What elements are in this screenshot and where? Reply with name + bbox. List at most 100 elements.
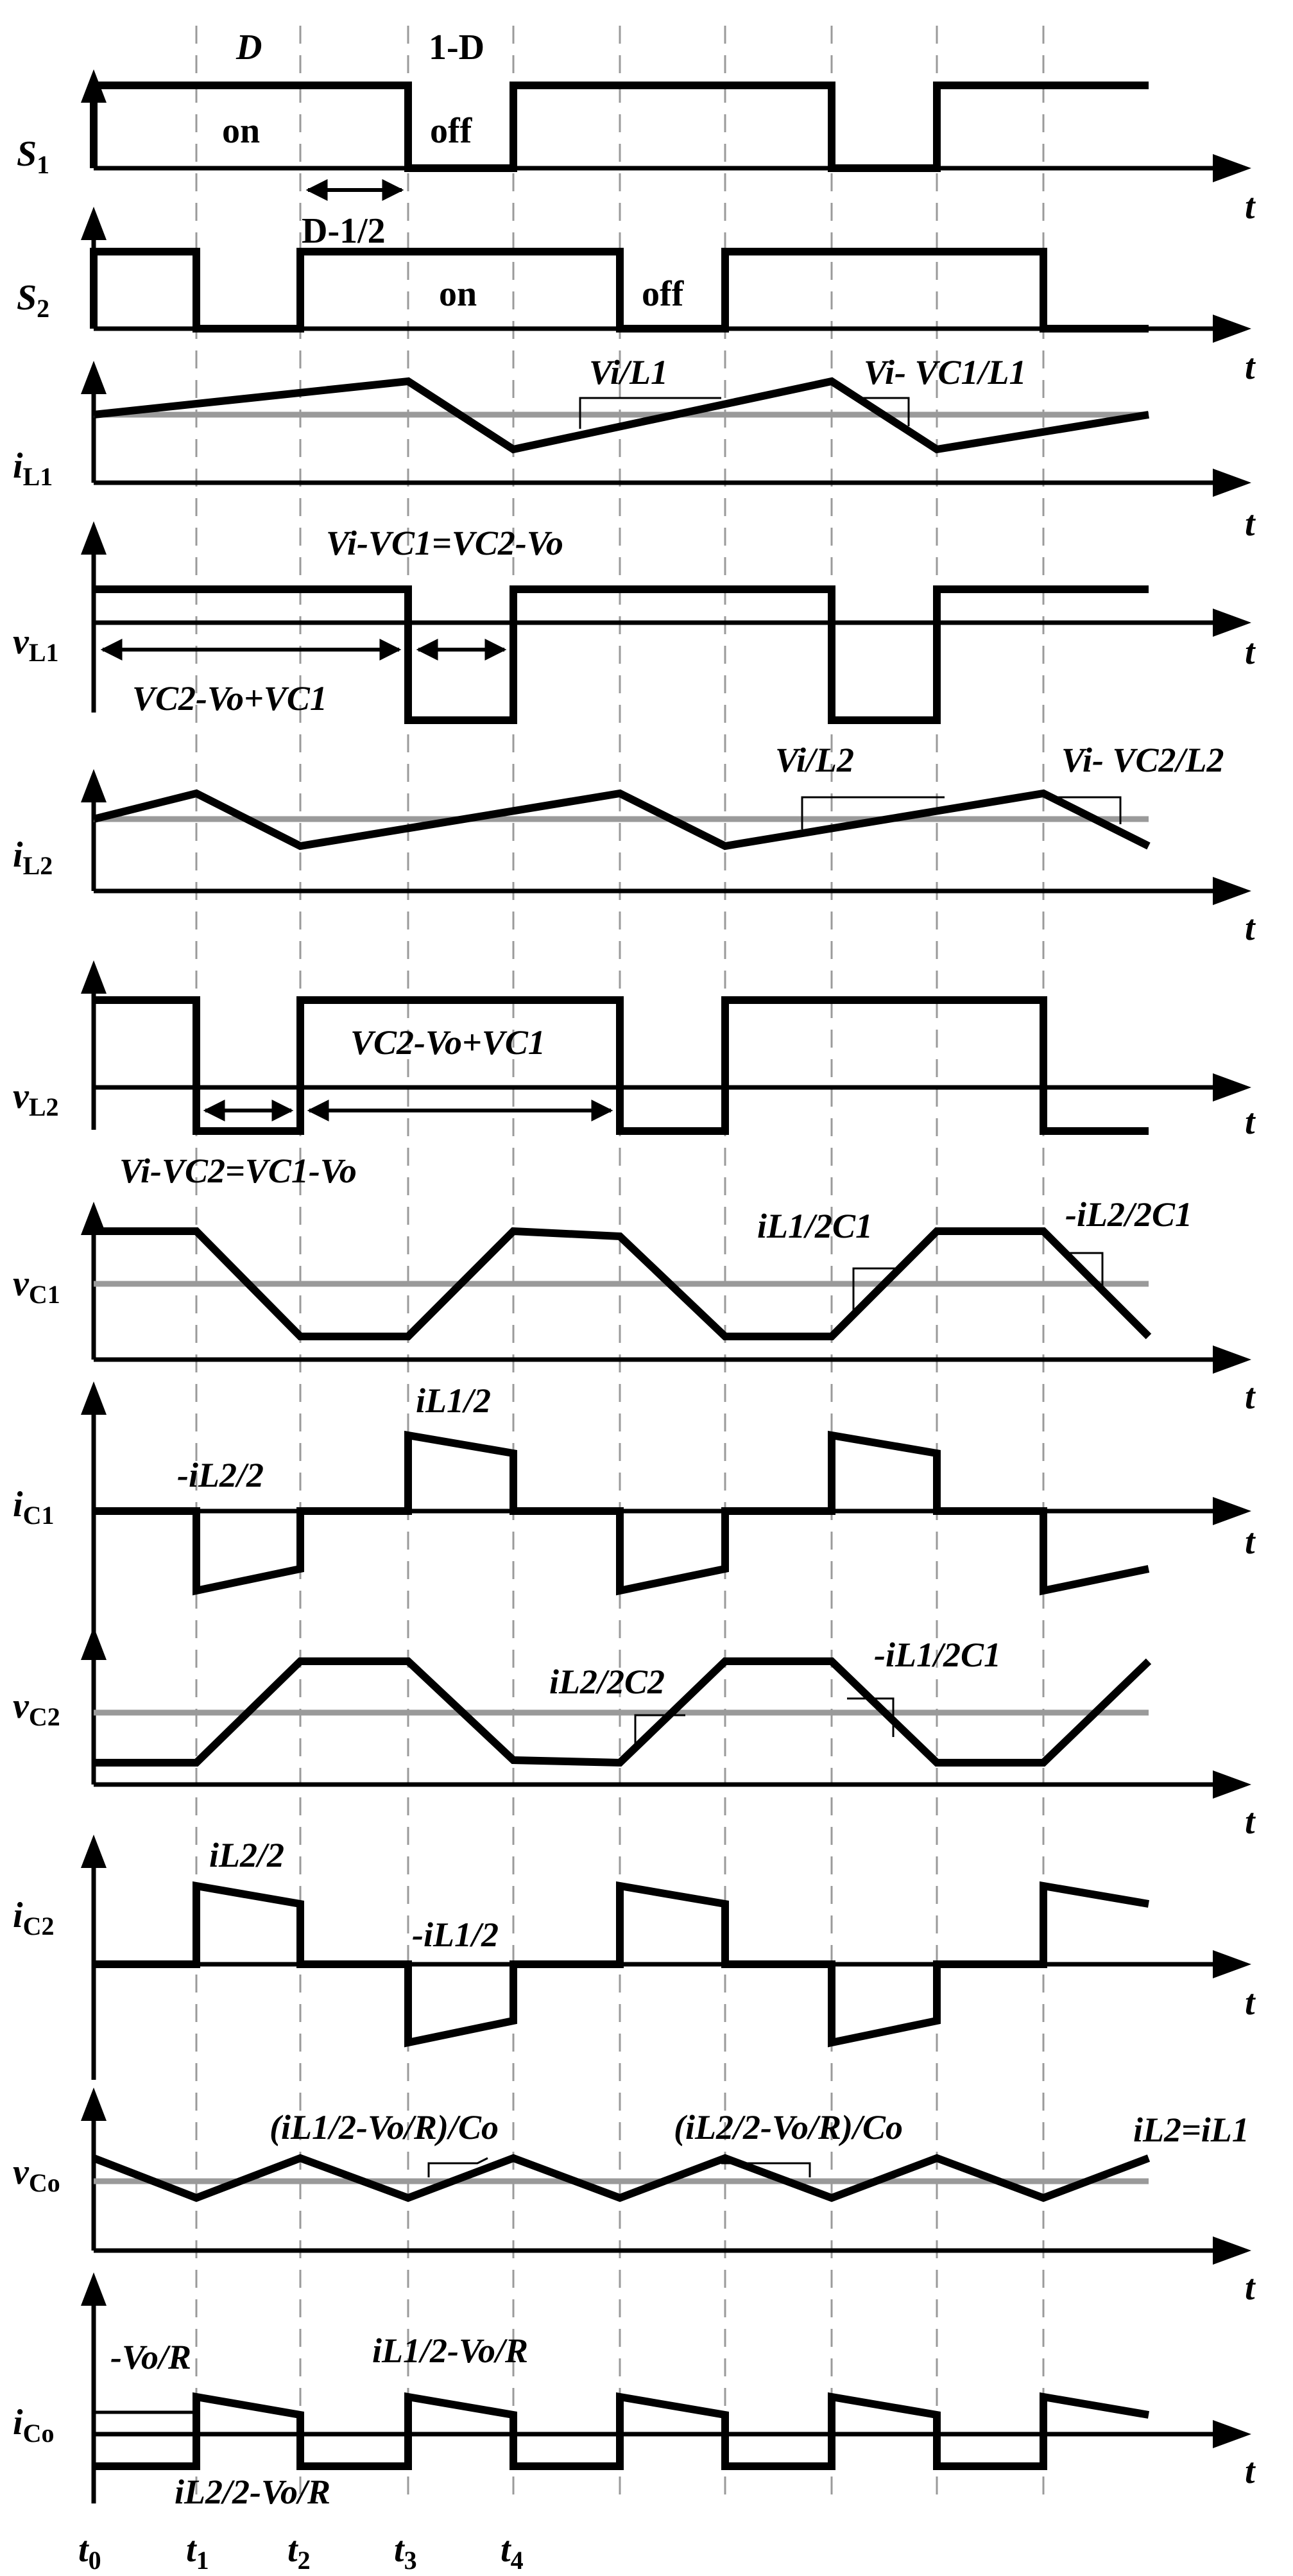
iC1-neg-label: -iL2/2 <box>177 1456 264 1494</box>
time-axis-labels: t0 t1 t2 t3 t4 <box>78 2530 524 2575</box>
panel-iC2: iC2 t iL2/2 -iL1/2 <box>13 1835 1256 2080</box>
vL2-label: vL2 <box>13 1076 59 1121</box>
panel-vCo: vCo t (iL1/2-Vo/R)/Co (iL2/2-Vo/R)/Co iL… <box>13 2088 1256 2308</box>
iL2-x-arrow <box>1213 877 1251 905</box>
s2-y-arrow <box>81 207 107 240</box>
iL1-label: iL1 <box>13 446 53 491</box>
vL1-low-label: Vi-VC1=VC2-Vo <box>326 524 563 562</box>
iL2-fall-slope-label: Vi- VC2/L2 <box>1061 741 1224 779</box>
vC2-rise-slope-marker <box>634 1714 685 1749</box>
vC2-fall-slope-label: -iL1/2C1 <box>874 1636 1001 1674</box>
vL2-waveform <box>94 996 1149 1135</box>
vC1-fall-slope-marker <box>1064 1252 1104 1286</box>
vC1-fall-slope-label: -iL2/2C1 <box>1065 1195 1192 1234</box>
iC1-waveform <box>94 1430 1150 1596</box>
iL2-rise-slope-marker <box>801 796 945 829</box>
time-label-t0: t0 <box>78 2530 101 2575</box>
vC2-rise-slope-label: iL2/2C2 <box>549 1663 665 1701</box>
iC1-x-arrow <box>1213 1497 1251 1525</box>
vL1-x-arrow <box>1213 609 1251 637</box>
iC2-t-label: t <box>1245 1983 1256 2023</box>
vC1-label: vC1 <box>13 1264 60 1309</box>
vC2-x-arrow <box>1213 1770 1251 1799</box>
vCo-slope1-label: (iL1/2-Vo/R)/Co <box>270 2108 499 2147</box>
vL2-y-arrow <box>81 960 107 994</box>
iCo-low-label: iL2/2-Vo/R <box>175 2473 330 2511</box>
vC2-waveform <box>94 1657 1152 1767</box>
panel-s1: S1 t D 1-D on off <box>17 28 1256 227</box>
vL2-x-arrow <box>1213 1073 1251 1102</box>
time-label-t3: t3 <box>394 2530 417 2575</box>
iL1-t-label: t <box>1245 504 1256 544</box>
vC1-rise-slope-label: iL1/2C1 <box>757 1207 873 1245</box>
vCo-t-label: t <box>1245 2268 1256 2308</box>
vC2-t-label: t <box>1245 1802 1256 1842</box>
panel-iC1: iC1 t iL1/2 -iL2/2 <box>13 1381 1256 1634</box>
iL2-fall-slope-marker <box>1050 796 1122 824</box>
vCo-waveform <box>92 2154 1151 2202</box>
s2-x-arrow <box>1213 315 1251 343</box>
iCo-x-arrow <box>1213 2420 1251 2448</box>
iL2-label: iL2 <box>13 835 53 880</box>
s1-off-label: off <box>430 111 473 151</box>
iL1-fall-slope-label: Vi- VC1/L1 <box>864 353 1027 392</box>
vCo-x-arrow <box>1213 2236 1251 2265</box>
panel-s2: S2 t D-1/2 on off <box>17 179 1256 387</box>
vCo-condition-label: iL2=iL1 <box>1133 2111 1249 2149</box>
s1-x-arrow <box>1213 154 1251 182</box>
iL1-rise-slope-label: Vi/L1 <box>589 353 668 392</box>
iL2-y-arrow <box>81 769 107 802</box>
s1-off-duty-label: 1-D <box>429 28 484 67</box>
iCo-label: iCo <box>13 2403 54 2448</box>
vC1-x-arrow <box>1213 1345 1251 1374</box>
iC1-t-label: t <box>1245 1522 1256 1562</box>
iC2-waveform <box>94 1881 1150 2048</box>
iL1-waveform <box>93 377 1149 454</box>
iC2-pos-label: iL2/2 <box>209 1836 284 1874</box>
vCo-slope2-label: (iL2/2-Vo/R)/Co <box>674 2108 903 2147</box>
vL2-high-label: VC2-Vo+VC1 <box>350 1023 545 1062</box>
vC2-y-arrow <box>81 1627 107 1660</box>
vC1-y-arrow <box>81 1202 107 1235</box>
panel-vC2: vC2 t iL2/2C2 -iL1/2C1 <box>13 1627 1256 1842</box>
iL1-x-arrow <box>1213 469 1251 497</box>
iCo-pos-label: iL1/2-Vo/R <box>372 2331 528 2370</box>
s1-waveform <box>90 82 1149 172</box>
s1-on-label: on <box>222 111 260 151</box>
panel-vL2: vL2 t VC2-Vo+VC1 Vi-VC2=VC1-Vo <box>13 960 1256 1190</box>
vCo-y-arrow <box>81 2088 107 2121</box>
iC1-y-arrow <box>81 1381 107 1415</box>
vL1-t-label: t <box>1245 632 1256 672</box>
panel-iL1: iL1 t Vi/L1 Vi- VC1/L1 <box>13 353 1256 544</box>
s2-label: S2 <box>17 278 49 323</box>
iL2-t-label: t <box>1245 908 1256 948</box>
vL1-high-label: VC2-Vo+VC1 <box>132 679 327 718</box>
panel-vL1: vL1 t Vi-VC1=VC2-Vo VC2-Vo+VC1 <box>13 521 1256 724</box>
vC2-fall-slope-marker <box>847 1697 895 1737</box>
iC2-label: iC2 <box>13 1896 54 1941</box>
panel-iL2: iL2 t Vi/L2 Vi- VC2/L2 <box>13 741 1256 948</box>
vL1-label: vL1 <box>13 622 59 667</box>
panel-iCo: iCo t -Vo/R iL1/2-Vo/R iL2/2-Vo/R <box>13 2272 1256 2511</box>
s2-on-label: on <box>439 274 477 314</box>
vCo-label: vCo <box>13 2152 60 2197</box>
vC1-t-label: t <box>1245 1377 1256 1417</box>
iC1-label: iC1 <box>13 1485 54 1530</box>
iCo-waveform <box>94 2392 1150 2470</box>
time-label-t4: t4 <box>501 2530 524 2575</box>
vCo-slope2-marker <box>721 2162 811 2177</box>
vC1-waveform <box>94 1227 1152 1340</box>
iCo-t-label: t <box>1245 2451 1256 2491</box>
s1-label: S1 <box>17 134 49 179</box>
iC1-pos-label: iL1/2 <box>416 1381 491 1420</box>
iL2-waveform <box>92 789 1151 851</box>
iL1-rise-slope-marker <box>579 397 721 429</box>
s1-duty-label: D <box>235 28 262 67</box>
iC2-neg-label: -iL1/2 <box>412 1915 499 1954</box>
iC2-y-arrow <box>81 1835 107 1868</box>
iL1-y-arrow <box>81 361 107 394</box>
vC1-rise-slope-marker <box>852 1267 897 1311</box>
vL2-t-label: t <box>1245 1102 1256 1142</box>
s2-t-label: t <box>1245 347 1256 387</box>
